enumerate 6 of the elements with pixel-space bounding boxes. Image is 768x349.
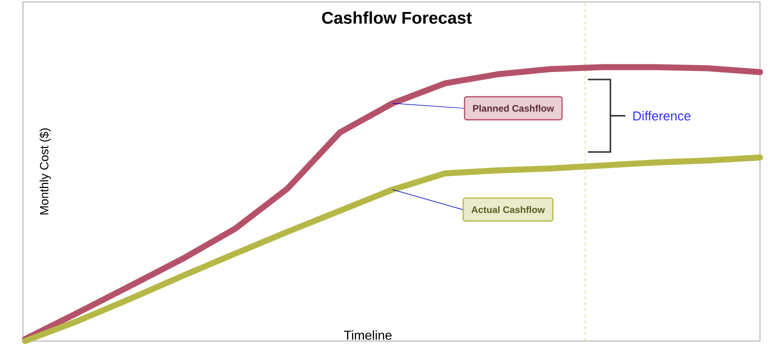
x-axis-title: Timeline xyxy=(344,330,392,340)
y-axis-title: Monthly Cost ($) xyxy=(39,128,51,214)
legend-label: Planned Cashflow xyxy=(473,104,554,112)
annotation: Difference xyxy=(633,111,691,121)
legend-label: Actual Cashflow xyxy=(471,206,545,214)
chart-title: Cashflow Forecast xyxy=(322,11,472,24)
